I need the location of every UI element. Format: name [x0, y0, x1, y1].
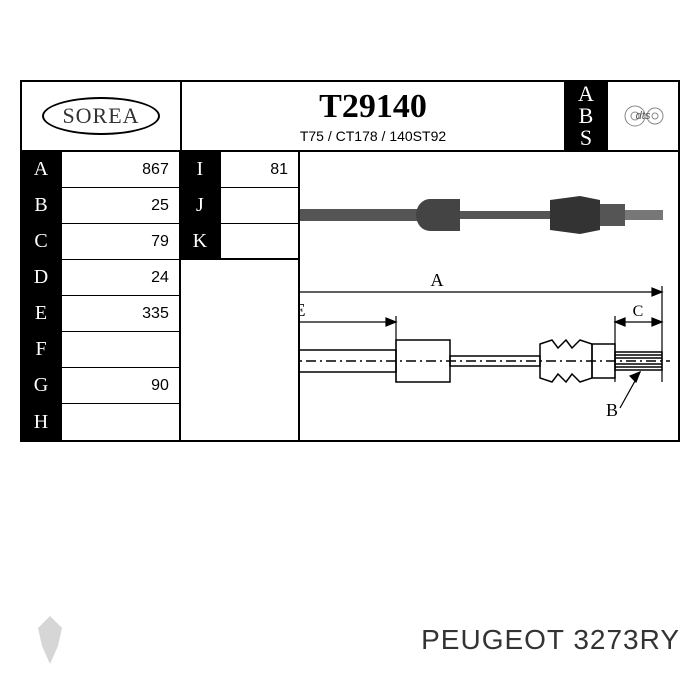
- spec-card: SOREA T29140 T75 / CT178 / 140ST92 ABS d…: [20, 80, 680, 442]
- footer-brand: PEUGEOT: [421, 624, 564, 655]
- dim-label-E: E: [300, 300, 306, 320]
- brand-cell: SOREA: [22, 82, 182, 150]
- dim-row: I81: [181, 152, 298, 188]
- dim-row: A867: [22, 152, 179, 188]
- footer-text: PEUGEOT 3273RY: [421, 624, 680, 656]
- dts-label: dts: [636, 110, 651, 122]
- footer-code: 3273RY: [573, 624, 680, 655]
- abs-badge: ABS: [566, 82, 608, 150]
- title-cell: T29140 T75 / CT178 / 140ST92: [182, 82, 566, 150]
- dim-row: F: [22, 332, 179, 368]
- dim-row: B25: [22, 188, 179, 224]
- dim-row: J: [181, 188, 298, 224]
- part-number: T29140: [186, 88, 560, 126]
- dim-row: D24: [22, 260, 179, 296]
- dim-label-C: C: [633, 303, 644, 320]
- dim-row: G90: [22, 368, 179, 404]
- dim-row: H: [22, 404, 179, 440]
- driveshaft-diagram: A E C: [300, 152, 678, 440]
- data-block: A867 B25 C79 D24 E335 F G90 H I81 J K: [22, 152, 678, 440]
- footer: PEUGEOT 3273RY: [20, 610, 680, 670]
- dimensions-mid: I81 J K: [181, 152, 300, 440]
- diagram-area: A E C: [300, 152, 678, 440]
- dimensions-left: A867 B25 C79 D24 E335 F G90 H: [22, 152, 181, 440]
- sub-numbers: T75 / CT178 / 140ST92: [186, 128, 560, 144]
- dim-row: K: [181, 224, 298, 260]
- dim-row: E335: [22, 296, 179, 332]
- dim-row: C79: [22, 224, 179, 260]
- header-row: SOREA T29140 T75 / CT178 / 140ST92 ABS d…: [22, 82, 678, 152]
- dts-cell: dts: [608, 82, 678, 150]
- dim-label-B: B: [606, 400, 618, 420]
- brand-lion-icon: [20, 610, 80, 670]
- brand-logo: SOREA: [42, 97, 159, 135]
- dim-label-A: A: [431, 270, 444, 290]
